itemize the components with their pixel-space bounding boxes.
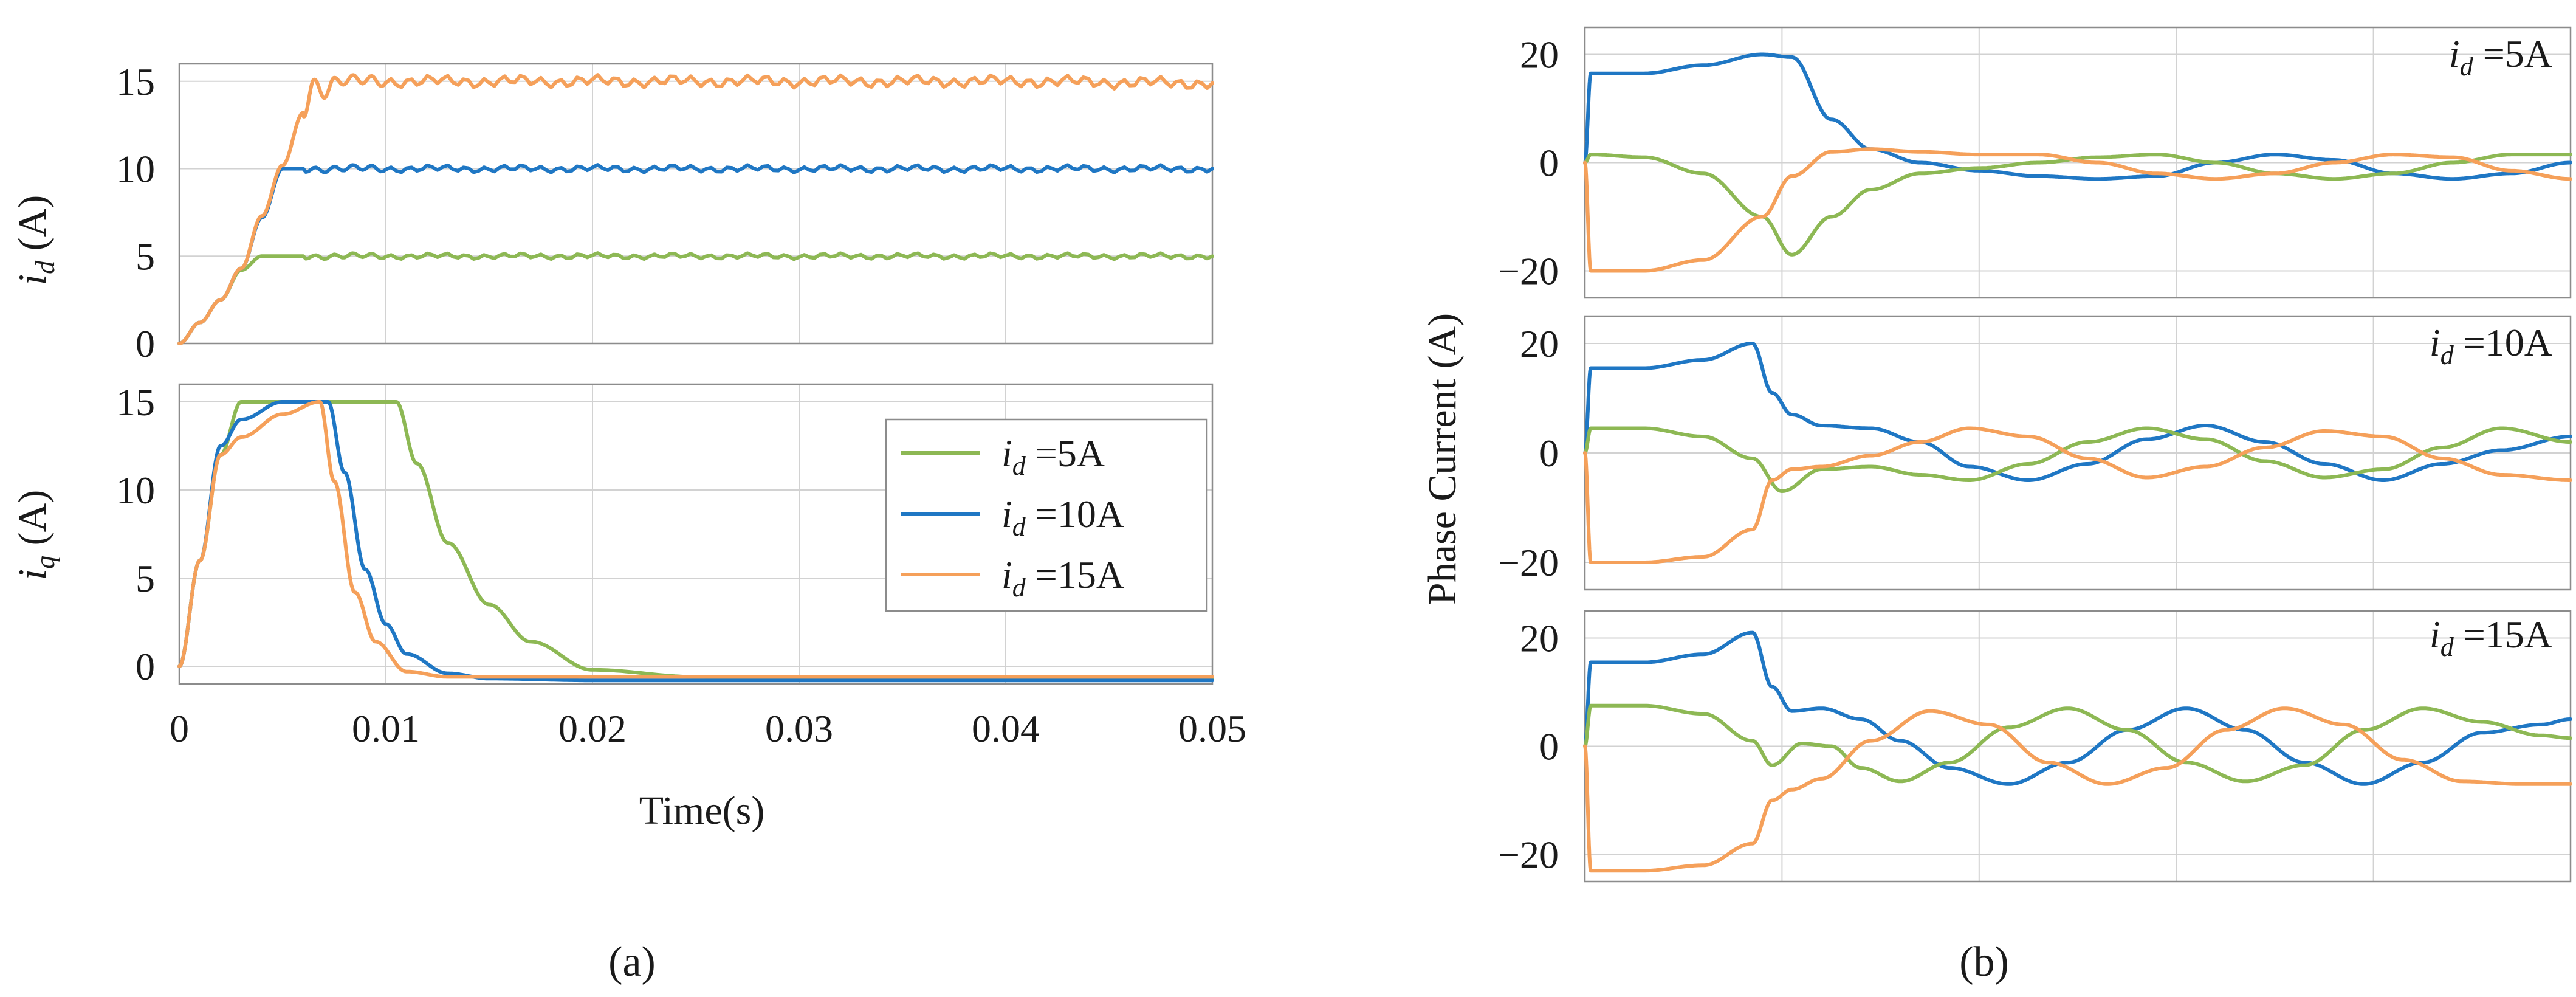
y-tick-label: −20 bbox=[1498, 833, 1559, 877]
y-tick-label: 15 bbox=[116, 60, 155, 103]
x-axis-label: Time(s) bbox=[639, 788, 765, 833]
phase_id5-series-orange bbox=[1583, 147, 2572, 273]
legend-label-id10: id =10A bbox=[1001, 492, 1124, 542]
y-tick-label: 10 bbox=[116, 469, 155, 512]
plot-frame bbox=[178, 63, 1214, 345]
y-tick-label: 15 bbox=[116, 381, 155, 424]
iq-ylabel: iq (A) bbox=[10, 490, 60, 580]
y-tick-label: −20 bbox=[1498, 541, 1559, 584]
plot-frame bbox=[178, 383, 1214, 685]
legend-label-id5: id =5A bbox=[1001, 432, 1105, 481]
x-tick-label: 0.03 bbox=[765, 707, 833, 750]
panel-a: 0 5 10 15 id (A) 0 5 10 15 0 0.01 0.02 0.03 0.04 0.0… bbox=[10, 60, 1246, 985]
legend-label-id15: id =15A bbox=[1001, 553, 1124, 602]
y-tick-label: 5 bbox=[136, 557, 155, 600]
y-tick-label: 20 bbox=[1520, 617, 1559, 660]
y-tick-label: −20 bbox=[1498, 250, 1559, 293]
phase_id15-series-green bbox=[1583, 703, 2572, 784]
legend: id =5A id =10A id =15A bbox=[885, 418, 1208, 612]
y-tick-label: 0 bbox=[136, 322, 155, 365]
phase-current-id5-plot: 20 0 −20 bbox=[1498, 26, 2572, 299]
x-tick-label: 0.04 bbox=[972, 707, 1040, 750]
annotation-id10: id =10A bbox=[2430, 321, 2552, 370]
id_time-series-orange bbox=[177, 73, 1214, 345]
annotation-id5: id =5A bbox=[2449, 32, 2552, 81]
phase_id15-series-orange bbox=[1583, 706, 2572, 873]
y-tick-label: 0 bbox=[1539, 142, 1559, 185]
phase_id15-series-blue bbox=[1583, 630, 2572, 786]
phase-current-id10-plot: 20 0 −20 bbox=[1498, 315, 2572, 591]
x-tick-label: 0.01 bbox=[352, 707, 420, 750]
annotation-id15: id =15A bbox=[2430, 613, 2552, 662]
id-time-plot: 0 5 10 15 bbox=[116, 60, 1214, 365]
x-tick-label: 0 bbox=[170, 707, 189, 750]
phase-current-ylabel: Phase Current (A) bbox=[1420, 313, 1465, 605]
caption-a: (a) bbox=[608, 939, 656, 985]
id_time-series-green bbox=[177, 251, 1214, 345]
y-tick-label: 0 bbox=[136, 645, 155, 688]
y-tick-label: 0 bbox=[1539, 725, 1559, 768]
y-tick-label: 5 bbox=[136, 235, 155, 278]
phase_id10-series-blue bbox=[1583, 342, 2572, 482]
x-tick-label: 0.02 bbox=[558, 707, 627, 750]
x-tick-label: 0.05 bbox=[1178, 707, 1246, 750]
phase-current-id15-plot: 20 0 −20 bbox=[1498, 610, 2572, 883]
y-tick-label: 20 bbox=[1520, 33, 1559, 77]
y-tick-label: 20 bbox=[1520, 322, 1559, 365]
caption-b: (b) bbox=[1959, 939, 2009, 985]
phase_id10-series-orange bbox=[1583, 426, 2572, 564]
iq_time-series-orange bbox=[177, 400, 1214, 679]
phase_id10-series-green bbox=[1583, 426, 2572, 493]
panel-b: Phase Current (A) 20 0 −20 id =5A 20 0 −20 i… bbox=[1420, 26, 2572, 985]
y-tick-label: 0 bbox=[1539, 432, 1559, 475]
phase_id5-series-green bbox=[1583, 153, 2572, 257]
y-tick-label: 10 bbox=[116, 148, 155, 191]
id-ylabel: id (A) bbox=[10, 195, 60, 285]
